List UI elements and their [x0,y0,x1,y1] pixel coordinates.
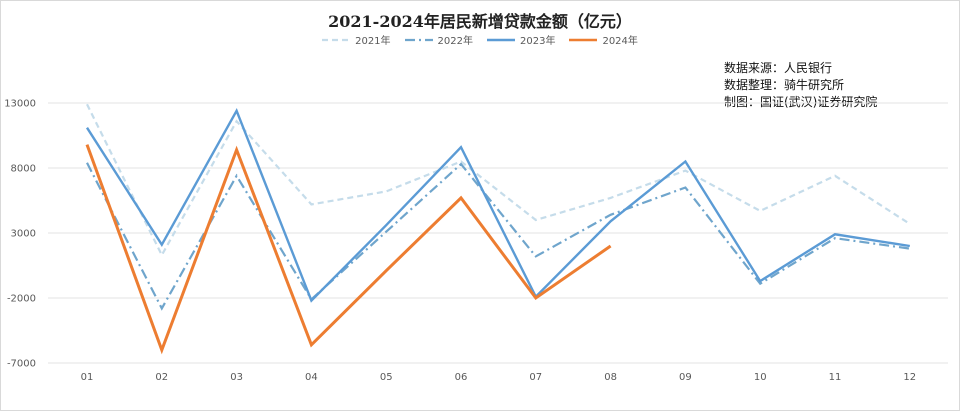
x-tick-label: 12 [903,372,916,383]
x-tick-label: 02 [155,372,168,383]
legend-label: 2022年 [437,36,473,47]
legend-item: 2022年 [404,32,473,47]
legend-item: 2021年 [322,32,391,47]
source-line: 数据来源：人民银行 [724,61,833,75]
legend-item: 2024年 [569,32,638,47]
x-tick-label: 06 [455,372,468,383]
legend-swatch [322,38,351,41]
x-tick-label: 08 [604,372,617,383]
y-tick-label: -7000 [7,359,36,370]
y-tick-label: -2000 [7,294,36,305]
x-tick-label: 11 [829,372,842,383]
x-tick-label: 09 [679,372,692,383]
legend-swatch [487,38,515,41]
x-tick-label: 01 [81,372,94,383]
y-tick-label: 8000 [11,164,36,175]
series-line [86,103,911,258]
source-line: 数据整理：骑牛研究所 [724,78,845,92]
y-tick-label: 13000 [4,99,36,110]
x-tick-label: 03 [230,372,243,383]
series-line [86,162,910,311]
x-tick-label: 07 [529,372,542,383]
legend-swatch [404,38,433,41]
y-tick-label: 3000 [11,229,36,240]
legend: 2021年 2022年 2023年 2024年 [0,32,960,47]
source-line: 制图：国证(武汉)证券研究院 [724,95,878,109]
legend-item: 2023年 [487,32,555,47]
legend-label: 2023年 [520,36,556,47]
x-tick-label: 04 [305,372,318,383]
x-tick-label: 10 [754,372,767,383]
series-line [85,144,612,355]
x-tick-label: 05 [380,372,393,383]
chart-title: 2021-2024年居民新增贷款金额（亿元） [328,12,632,31]
legend-swatch [569,38,598,41]
source-note: 数据来源：人民银行 数据整理：骑牛研究所 制图：国证(武汉)证券研究院 [724,60,877,111]
series-line [85,108,910,303]
legend-label: 2021年 [355,36,391,47]
legend-label: 2024年 [602,36,638,47]
